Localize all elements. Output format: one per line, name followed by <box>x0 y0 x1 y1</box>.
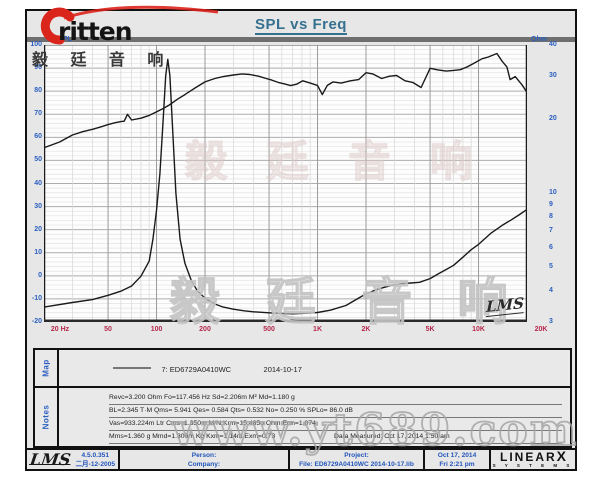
linearx-systems-text: S Y S T E M S <box>492 463 574 468</box>
notes-line: Vas=933.224m Ltr Cms=1.350m M/N Krm=15.4… <box>109 418 562 431</box>
notes-line: BL=2.345 T·M Qms= 5.941 Qes= 0.584 Qts= … <box>109 405 562 418</box>
right-axis-tick: 20 <box>549 115 557 123</box>
legend-entry: 7: ED6729A0410WC 2014-10-17 <box>113 359 302 377</box>
right-axis-tick: 10 <box>549 189 557 197</box>
x-axis-tick: 1K <box>313 326 323 333</box>
notes-row-label: Notes <box>35 388 59 446</box>
notes-line: Mms=1.360 g Mmd=1.300m Kg Kxm=1.14m Exm=… <box>109 431 562 444</box>
lms-plot-watermark: LMS <box>485 293 525 318</box>
x-axis-tick: 10K <box>472 326 485 333</box>
footer-date: Oct 17, 2014 <box>437 451 477 459</box>
legend-line-swatch <box>113 366 151 369</box>
left-axis-tick: 30 <box>34 202 42 210</box>
left-axis-tick: 10 <box>34 248 42 256</box>
notes-body: Revc=3.200 Ohm Fo=117.456 Hz Sd=2.206m M… <box>35 392 570 444</box>
linearx-logo-icon: LINEARX <box>499 448 566 464</box>
right-axis-tick: 9 <box>549 200 553 208</box>
title-separator <box>27 37 575 42</box>
footer-datetime: Oct 17, 2014 Fri 2:21 pm <box>425 450 491 469</box>
right-axis-unit: Ohm <box>531 36 547 43</box>
right-axis-tick: 4 <box>549 287 553 295</box>
spl-freq-plot <box>42 44 529 323</box>
footer-lms-version: LMS 4.5.0.351 二月-12-2005 <box>27 450 120 469</box>
curve-spl <box>43 52 528 149</box>
data-measured-note: Data Measured: Oct 17, 2014 1:50 am <box>334 433 450 440</box>
right-axis-tick: 3 <box>549 318 553 325</box>
right-axis-tick: 30 <box>549 71 557 79</box>
right-axis-tick: 7 <box>549 227 553 235</box>
file-label: File: ED6729A0410WC 2014-10-17.lib <box>299 460 414 468</box>
left-axis-unit: dB SPL <box>47 36 72 43</box>
right-axis-tick: 5 <box>549 263 553 271</box>
page-title: SPL vs Freq <box>255 16 347 35</box>
left-axis-tick: 60 <box>34 133 42 141</box>
footer-project-file: Project: File: ED6729A0410WC 2014-10-17.… <box>290 450 425 469</box>
x-axis-tick: 2K <box>361 326 371 333</box>
left-axis-tick: 40 <box>34 179 42 187</box>
person-label: Person: <box>191 451 217 459</box>
right-axis-tick: 8 <box>549 213 553 221</box>
lms-date: 二月-12-2005 <box>75 460 116 468</box>
x-axis-tick: 50 <box>104 326 112 333</box>
legend-curve-name: 7: ED6729A0410WC <box>161 365 232 374</box>
project-label: Project: <box>344 451 369 459</box>
lms-version: 4.5.0.351 <box>81 451 110 459</box>
left-axis-tick: 0 <box>38 271 42 279</box>
left-axis-tick: -20 <box>31 318 42 325</box>
x-axis-tick: 500 <box>263 326 275 333</box>
notes-row: Notes Revc=3.200 Ohm Fo=117.456 Hz Sd=2.… <box>33 386 572 448</box>
right-axis-tick: 40 <box>549 41 557 48</box>
legend-curve-date: 2014-10-17 <box>263 365 302 374</box>
title-bar: SPL vs Freq <box>27 11 575 37</box>
x-axis-tick: 20K <box>534 326 548 333</box>
footer-bar: LMS 4.5.0.351 二月-12-2005 Person: Company… <box>25 448 577 471</box>
lms-logo-icon: LMS <box>28 449 72 469</box>
right-axis-tick: 6 <box>549 243 553 251</box>
left-axis-tick: -10 <box>31 294 42 302</box>
footer-person-company: Person: Company: <box>120 450 290 469</box>
footer-linearx: LINEARX S Y S T E M S <box>491 448 575 469</box>
footer-time: Fri 2:21 pm <box>439 460 475 468</box>
curve-impedance <box>43 58 528 315</box>
left-axis-tick: 90 <box>34 64 42 72</box>
company-label: Company: <box>187 460 221 468</box>
left-axis-tick: 50 <box>34 156 42 164</box>
map-row-label: Map <box>35 350 59 386</box>
x-axis-tick: 5K <box>425 326 435 333</box>
left-axis-tick: 100 <box>30 41 42 48</box>
left-axis-tick: 70 <box>34 110 42 118</box>
map-row: Map 7: ED6729A0410WC 2014-10-17 <box>33 348 572 388</box>
x-axis-tick: 200 <box>199 326 211 333</box>
x-axis-tick: 20 Hz <box>50 326 70 333</box>
notes-line: Revc=3.200 Ohm Fo=117.456 Hz Sd=2.206m M… <box>109 392 562 405</box>
left-axis-tick: 20 <box>34 225 42 233</box>
left-axis-tick: 80 <box>34 87 42 95</box>
x-axis-tick: 100 <box>150 326 163 333</box>
